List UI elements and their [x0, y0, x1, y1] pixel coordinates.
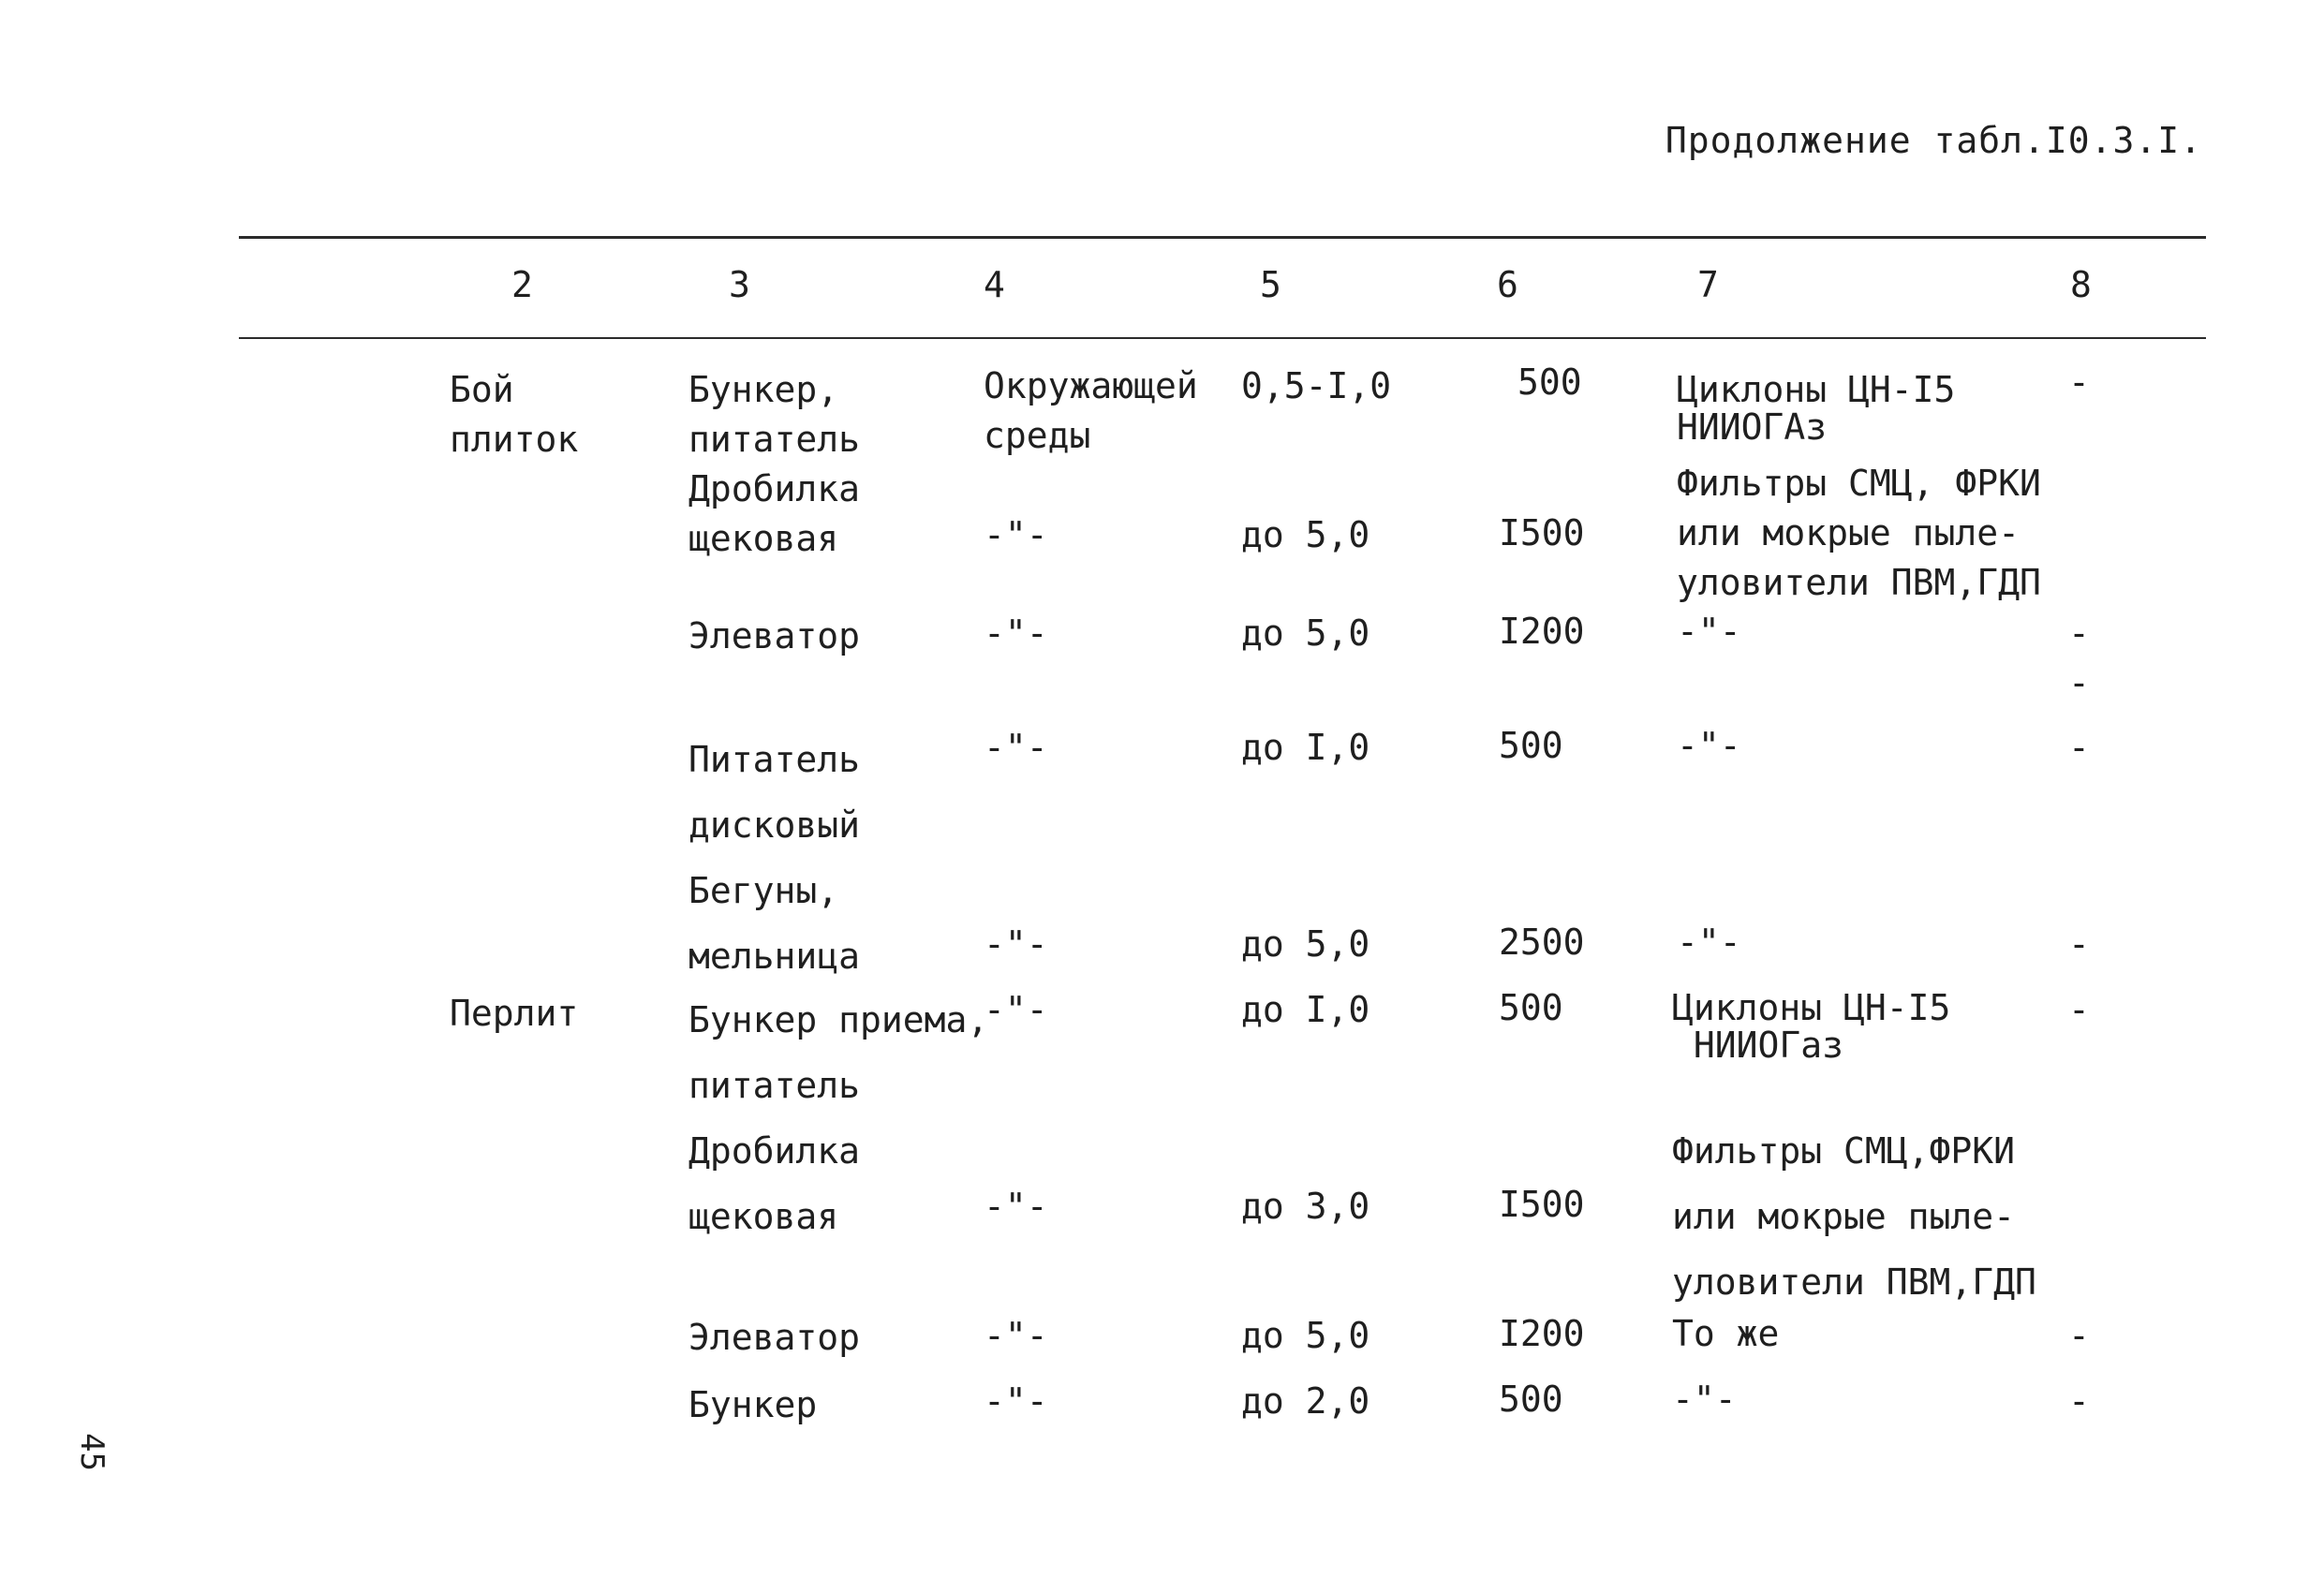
concentration-cell: до I,0 — [1241, 727, 1370, 768]
equipment-cell: Бункер — [688, 1384, 818, 1425]
volume-cell: 500 — [1499, 725, 1563, 766]
volume-cell: I200 — [1499, 611, 1585, 652]
medium-cell: -"- — [984, 514, 1048, 555]
column-header-2: 2 — [511, 264, 533, 305]
medium-cell: -"- — [984, 612, 1048, 654]
cleaning-cell: -"- — [1677, 922, 1741, 963]
column-header-8: 8 — [2070, 264, 2092, 305]
volume-cell: 500 — [1517, 361, 1582, 403]
medium-cell: -"- — [984, 1186, 1048, 1227]
col8-cell: - — [2068, 989, 2090, 1030]
medium-cell: -"- — [984, 1380, 1048, 1422]
volume-cell: I200 — [1499, 1313, 1585, 1354]
equipment-cell: Бункер, питатель — [688, 369, 861, 460]
material-cell: Бой плиток — [450, 369, 579, 460]
col8-cell: - — [2068, 1380, 2090, 1422]
col8-cell: - — [2068, 1315, 2090, 1356]
volume-cell: I500 — [1499, 512, 1585, 553]
concentration-cell: до 3,0 — [1241, 1186, 1370, 1227]
medium-cell: -"- — [984, 923, 1048, 965]
cleaning-cell: -"- — [1677, 611, 1741, 652]
material-cell: Перлит — [450, 993, 579, 1034]
column-header-4: 4 — [984, 264, 1005, 305]
col8-cell: - — [2068, 923, 2090, 965]
equipment-cell: Элеватор — [688, 1317, 861, 1358]
table-continuation-caption: Продолжение табл.I0.3.I. — [1665, 120, 2202, 161]
cleaning-cell: Циклоны ЦН-I5 НИИОГАз — [1677, 369, 1956, 448]
cleaning-cell: Фильтры СМЦ,ФРКИ или мокрые пыле- уловит… — [1672, 1130, 2036, 1303]
concentration-cell: до 2,0 — [1241, 1380, 1370, 1422]
col8-cell: - — [2068, 727, 2090, 768]
column-header-3: 3 — [729, 264, 750, 305]
equipment-cell: Элеватор — [688, 615, 861, 656]
medium-cell: -"- — [984, 1315, 1048, 1356]
column-header-5: 5 — [1260, 264, 1281, 305]
col8-cell: - — [2068, 361, 2090, 403]
col8-cell: - - — [2068, 612, 2090, 703]
column-header-6: 6 — [1497, 264, 1518, 305]
cleaning-cell: -"- — [1672, 1379, 1737, 1420]
equipment-cell: Дробилка щековая — [688, 468, 861, 559]
volume-cell: 500 — [1499, 1379, 1563, 1420]
table-header-rule — [239, 337, 2206, 339]
equipment-cell: Дробилка щековая — [688, 1130, 861, 1237]
medium-cell: -"- — [984, 727, 1048, 768]
volume-cell: 500 — [1499, 987, 1563, 1028]
cleaning-cell: Циклоны ЦН-I5 НИИОГаз — [1672, 987, 1951, 1066]
medium-cell: Окружающей среды — [984, 365, 1198, 456]
volume-cell: 2500 — [1499, 922, 1585, 963]
equipment-cell: Бункер приема, питатель — [688, 999, 989, 1106]
concentration-cell: до 5,0 — [1241, 514, 1370, 555]
concentration-cell: до 5,0 — [1241, 1315, 1370, 1356]
cleaning-cell: Фильтры СМЦ, ФРКИ или мокрые пыле- улови… — [1677, 463, 2041, 603]
concentration-cell: до 5,0 — [1241, 612, 1370, 654]
cleaning-cell: -"- — [1677, 725, 1741, 766]
concentration-cell: 0,5-I,0 — [1241, 365, 1392, 406]
equipment-cell: Бегуны, мельница — [688, 870, 861, 977]
column-header-7: 7 — [1697, 264, 1719, 305]
equipment-cell: Питатель дисковый — [688, 739, 861, 846]
table-top-rule — [239, 236, 2206, 239]
medium-cell: -"- — [984, 989, 1048, 1030]
concentration-cell: до 5,0 — [1241, 923, 1370, 965]
concentration-cell: до I,0 — [1241, 989, 1370, 1030]
volume-cell: I500 — [1499, 1184, 1585, 1225]
page-number: 45 — [73, 1433, 111, 1471]
cleaning-cell: То же — [1672, 1313, 1780, 1354]
